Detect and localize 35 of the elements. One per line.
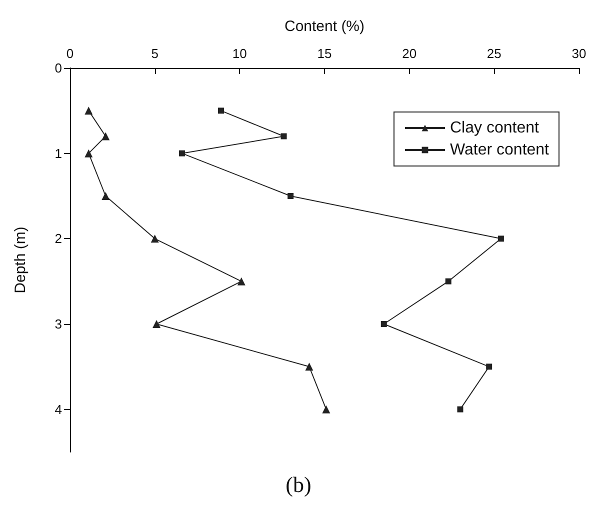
x-tick-label: 0 bbox=[66, 46, 74, 61]
y-axis-title: Depth (m) bbox=[12, 226, 29, 294]
point bbox=[237, 277, 246, 286]
point bbox=[84, 106, 93, 115]
x-tick-label: 30 bbox=[572, 46, 586, 61]
point bbox=[280, 133, 287, 140]
point bbox=[152, 320, 161, 328]
legend-label: Clay content bbox=[450, 120, 540, 136]
point bbox=[445, 278, 452, 284]
y-tick-label: 4 bbox=[54, 402, 62, 417]
point bbox=[322, 405, 330, 414]
point bbox=[498, 236, 504, 242]
point bbox=[486, 364, 492, 370]
y-tick-label: 0 bbox=[54, 60, 62, 76]
point bbox=[102, 132, 110, 140]
y-tick-label: 3 bbox=[54, 316, 62, 332]
y-tick-label: 2 bbox=[54, 231, 62, 246]
x-tick-label: 25 bbox=[486, 46, 502, 61]
point bbox=[288, 193, 294, 199]
x-axis-title: Content (%) bbox=[284, 18, 365, 35]
x-tick-label: 15 bbox=[317, 46, 332, 61]
point bbox=[457, 406, 464, 412]
text: (b) bbox=[284, 472, 312, 498]
x-tick-label: 10 bbox=[232, 46, 247, 61]
legend-label: Water content bbox=[450, 142, 550, 158]
point bbox=[150, 234, 159, 243]
x-tick-label: 5 bbox=[151, 46, 158, 61]
point bbox=[84, 149, 93, 158]
x-tick-label: 20 bbox=[402, 46, 417, 61]
point bbox=[218, 108, 224, 114]
point bbox=[305, 362, 314, 371]
point bbox=[380, 321, 387, 327]
point bbox=[102, 192, 110, 200]
y-tick-label: 1 bbox=[54, 146, 62, 161]
point bbox=[178, 150, 185, 156]
